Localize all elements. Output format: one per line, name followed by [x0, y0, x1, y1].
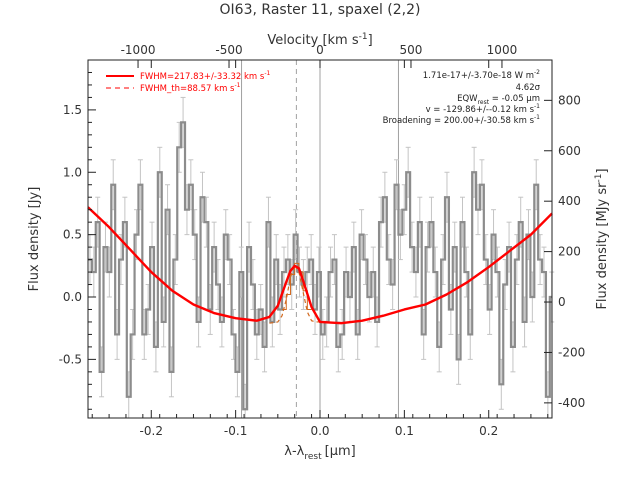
y-tick-label: 0.5 [63, 228, 82, 242]
y-tick-label: 0.0 [63, 290, 82, 304]
data-series-step [88, 121, 552, 411]
x-tick-label: 0.2 [479, 424, 498, 438]
y2-tick-label: 600 [558, 144, 581, 158]
y2-tick-label: 0 [558, 295, 566, 309]
x2-tick-label: -500 [215, 43, 242, 57]
x2-axis-title: Velocity [km s-1] [267, 32, 372, 48]
annotation-velocity: v = -129.86+/--0.12 km s-1 [426, 103, 541, 115]
y2-tick-label: -200 [558, 345, 585, 359]
x-tick-label: -0.2 [140, 424, 163, 438]
y2-tick-label: 200 [558, 245, 581, 259]
x-tick-label: 0.1 [395, 424, 414, 438]
y-tick-label: 1.5 [63, 103, 82, 117]
reference-lines [241, 60, 399, 418]
x2-tick-label: 1000 [487, 43, 518, 57]
fit-curve [87, 206, 553, 325]
y2-tick-label: -400 [558, 396, 585, 410]
annotations: 1.71e-17+/-3.70e-18 W m-2 4.62σ EQWrest … [383, 69, 541, 126]
annotation-eqw: EQWrest = -0.05 μm [457, 94, 540, 106]
y-axis-title: Flux density [Jy] [27, 187, 42, 292]
x-tick-label: -0.1 [224, 424, 247, 438]
fit-layer [87, 206, 553, 325]
y-tick-label: 1.0 [63, 165, 82, 179]
x-axis: -0.2 -0.1 0.0 0.1 0.2 [91, 60, 549, 438]
y-axis: -0.5 0.0 0.5 1.0 1.5 [59, 71, 96, 410]
y2-axis-title: Flux density [MJy sr-1] [594, 168, 610, 309]
y2-tick-label: 800 [558, 93, 581, 107]
x-axis-title: λ-λrest [μm] [284, 444, 355, 462]
y2-axis: -400 -200 0 200 400 600 800 [544, 93, 585, 410]
x2-tick-label: 0 [316, 43, 324, 57]
legend-entry-fit: FWHM=217.83+/-33.32 km s-1 [140, 70, 270, 82]
chart-title: OI63, Raster 11, spaxel (2,2) [220, 2, 421, 18]
annotation-broadening: Broadening = 200.00+/-30.58 km s-1 [383, 114, 541, 126]
annotation-flux: 1.71e-17+/-3.70e-18 W m-2 [423, 69, 540, 81]
y-tick-label: -0.5 [59, 352, 82, 366]
data-layer [87, 96, 555, 419]
x2-tick-label: 500 [400, 43, 423, 57]
x2-tick-label: -1000 [121, 43, 156, 57]
y2-tick-label: 400 [558, 194, 581, 208]
annotation-sigma: 4.62σ [516, 83, 541, 93]
x-tick-label: 0.0 [310, 424, 329, 438]
legend: FWHM=217.83+/-33.32 km s-1 FWHM_th=88.57… [106, 70, 270, 94]
x2-axis: -1000 -500 0 500 1000 [121, 43, 518, 68]
legend-entry-thermal: FWHM_th=88.57 km s-1 [140, 82, 241, 94]
